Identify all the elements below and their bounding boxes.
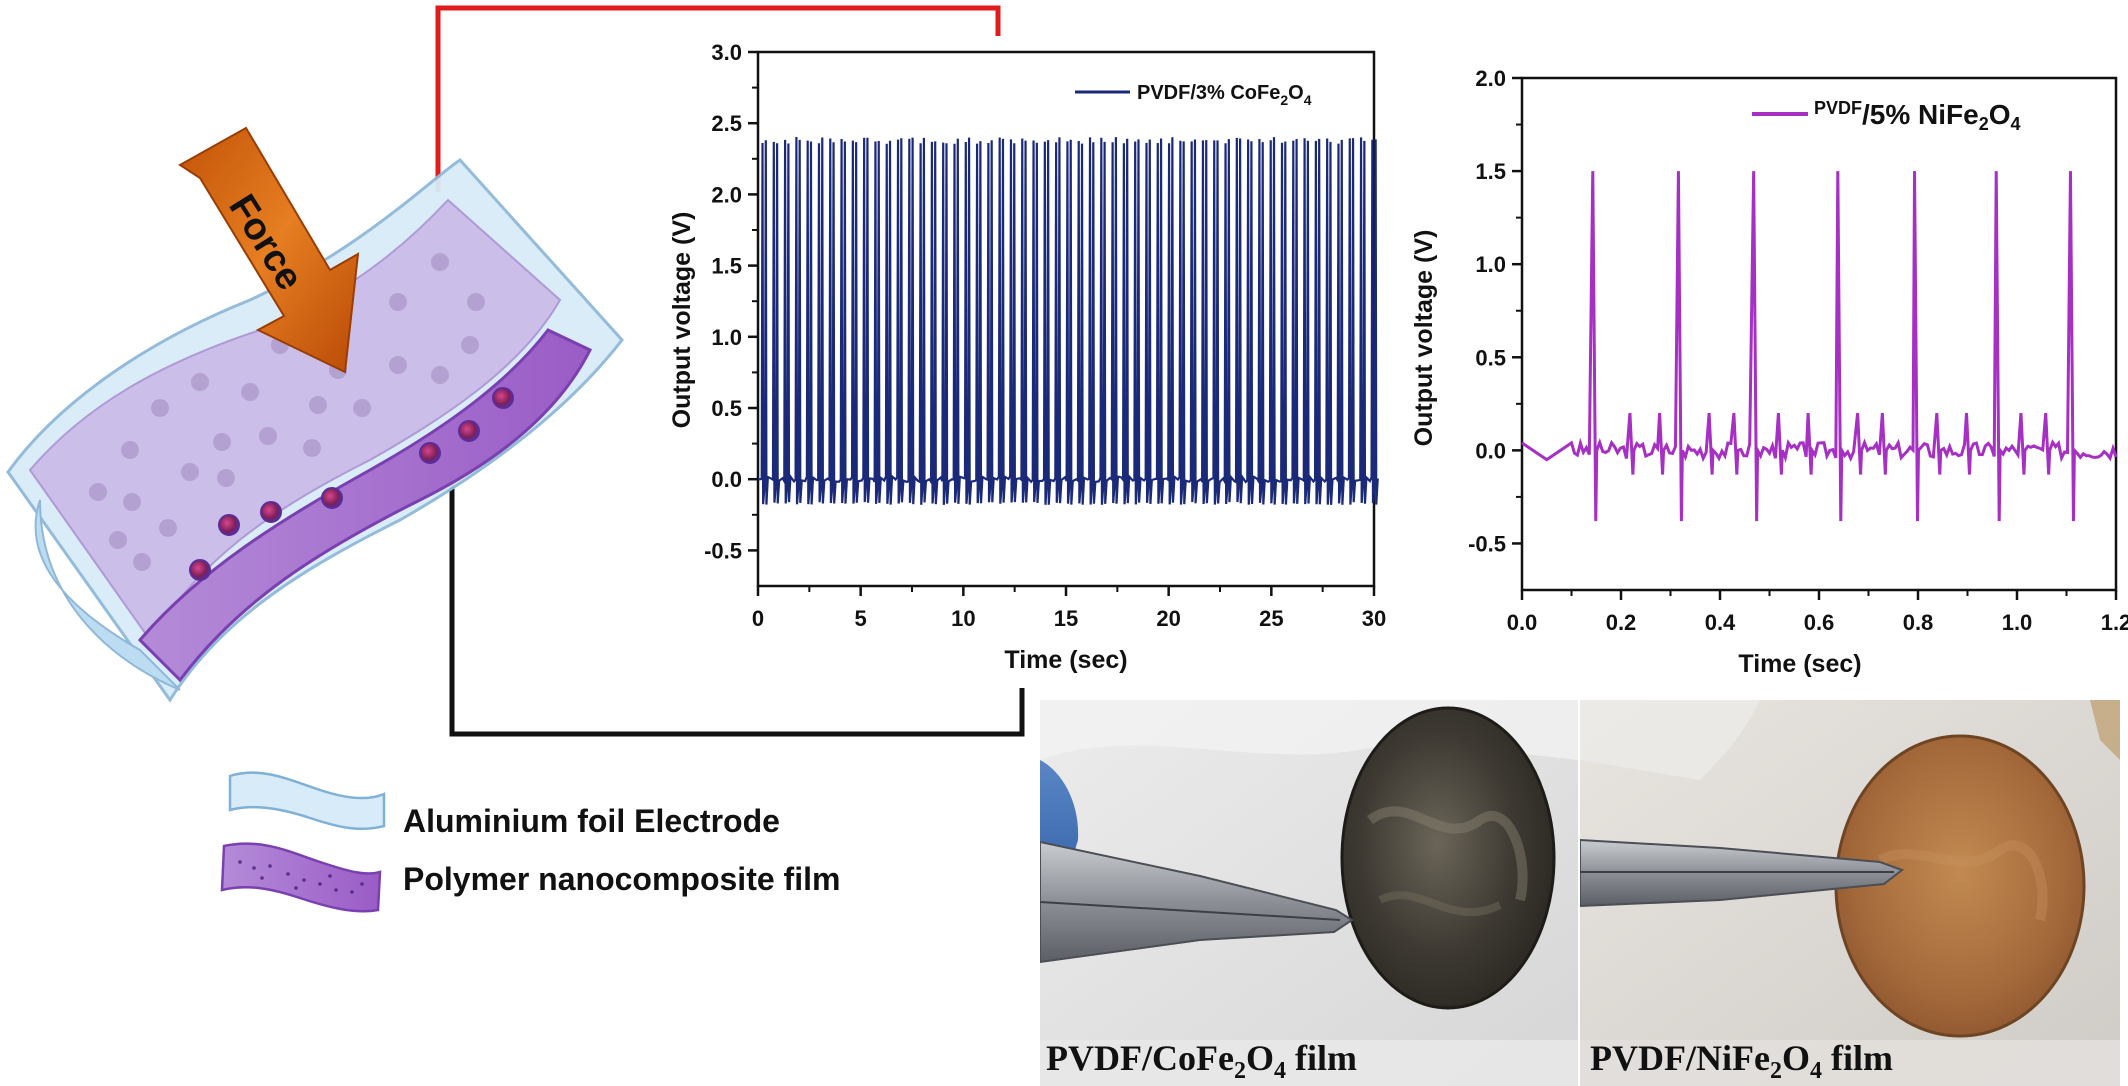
chart1-legend: PVDF/3% CoFe2O4 [1075,82,1312,108]
chart1-xtick-label: 10 [951,606,975,631]
chart2-xtick-label: 1.2 [2101,610,2128,635]
chart2-xtick-label: 0.8 [1903,610,1934,635]
legend-key: Aluminium foil Electrode Polymer nanocom… [220,771,840,913]
film-swatch-dots [238,860,364,894]
chart1-xlabel: Time (sec) [1004,646,1127,674]
chart1-ylabel: Output voltage (V) [668,212,696,429]
foil-label: Aluminium foil Electrode [403,803,780,839]
chart1-ytick-label: 2.5 [711,111,742,136]
chart2-xlabel: Time (sec) [1738,650,1861,678]
chart2-ytick-label: 0.0 [1475,438,1506,463]
chart2-xtick-label: 0.4 [1705,610,1736,635]
chart1-xtick-label: 5 [855,606,867,631]
chart2-ticks [1512,76,2118,600]
foil-electrode-front [34,499,181,691]
chart1-legend-label: PVDF/3% CoFe2O4 [1137,82,1312,108]
cofe2o4-film-disk [1340,706,1556,1010]
photo-left-caption: PVDF/CoFe2O4 film [1046,1038,1357,1084]
chart2-tick-labels: 0.0 0.2 0.4 0.6 0.8 1.0 1.2 -0.5 0.0 0.5 1.0 1.5 2.0 [1468,66,2128,635]
red-wire [435,5,1001,192]
chart1-ytick-label: -0.5 [704,538,742,563]
chart1-xtick-label: 15 [1054,606,1078,631]
chart-cofe2o4: 0 5 10 15 20 25 30 -0.5 0.0 0.5 1.0 1.5 2.0 2.5 3.0 PV… [668,40,1386,674]
chart2-xtick-label: 0.6 [1804,610,1835,635]
chart-nife2o4: 0.0 0.2 0.4 0.6 0.8 1.0 1.2 -0.5 0.0 0.5 1.0 1.5 2.0… [1410,66,2128,678]
chart1-ytick-label: 3.0 [711,40,742,65]
polymer-film-strip [137,328,593,683]
chart2-ytick-label: -0.5 [1468,531,1506,556]
chart1-ytick-label: 0.5 [711,396,742,421]
chart1-xtick-label: 0 [752,606,764,631]
chart2-ytick-label: 0.5 [1475,345,1506,370]
black-wire [449,470,1025,737]
chart2-ytick-label: 1.5 [1475,159,1506,184]
chart2-xtick-label: 0.0 [1507,610,1538,635]
nanoparticle-dots-faint [89,253,485,571]
chart2-legend: PVDF/5% NiFe2O4 [1752,98,2021,134]
chart1-ytick-label: 1.5 [711,254,742,279]
film-swatch-icon [220,842,382,913]
chart2-ytick-label: 2.0 [1475,66,1506,91]
chart1-xtick-label: 30 [1362,606,1386,631]
chart1-series-line [757,137,1379,505]
chart2-series-line [1521,171,2118,522]
chart2-xtick-label: 0.2 [1606,610,1637,635]
chart2-ytick-label: 1.0 [1475,252,1506,277]
chart2-ylabel: Output voltage (V) [1410,230,1438,447]
chart1-ytick-label: 0.0 [711,467,742,492]
chart2-legend-label: PVDF/5% NiFe2O4 [1814,98,2021,134]
tweezer-left [1040,840,1354,964]
chart1-ytick-label: 2.0 [711,182,742,207]
chart1-xtick-label: 25 [1259,606,1283,631]
photo-cofe2o4-film: PVDF/CoFe2O4 film [1040,700,1578,1086]
film-label: Polymer nanocomposite film [403,861,840,897]
foil-swatch-icon [228,771,386,831]
chart1-ticks [748,50,1376,596]
device-schematic: Force [6,5,1025,737]
chart2-plot-frame [1520,76,2118,592]
photo-nife2o4-film: PVDF/NiFe2O4 film [1580,700,2120,1086]
chart1-tick-labels: 0 5 10 15 20 25 30 -0.5 0.0 0.5 1.0 1.5 2.0 2.5 3.0 [704,40,1386,631]
chart1-ytick-label: 1.0 [711,325,742,350]
chart2-xtick-label: 1.0 [2002,610,2033,635]
chart1-xtick-label: 20 [1156,606,1180,631]
nanoparticle-dots [189,387,514,581]
photo-right-caption: PVDF/NiFe2O4 film [1590,1038,1893,1084]
